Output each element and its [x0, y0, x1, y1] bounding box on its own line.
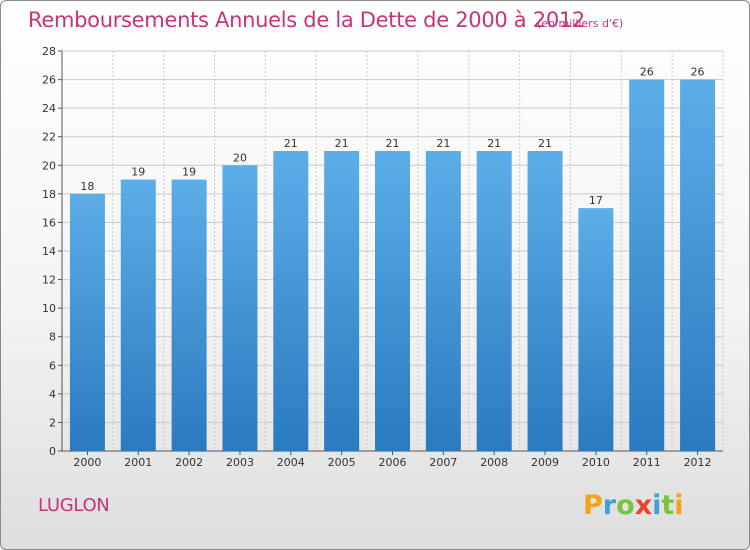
value-label: 19	[131, 166, 145, 179]
value-label: 26	[691, 66, 705, 79]
value-label: 21	[487, 137, 501, 150]
y-tick-label: 26	[42, 74, 56, 87]
y-tick-label: 8	[49, 331, 56, 344]
labels: 0246810121416182022242628182000192001192…	[42, 45, 712, 469]
y-tick-label: 14	[42, 245, 56, 258]
x-tick-label: 2007	[429, 456, 457, 469]
y-tick-label: 12	[42, 274, 56, 287]
value-label: 26	[640, 66, 654, 79]
x-tick-label: 2000	[73, 456, 101, 469]
x-tick-label: 2006	[379, 456, 407, 469]
value-label: 21	[284, 137, 298, 150]
y-tick-label: 4	[49, 388, 56, 401]
logo-letter: P	[583, 490, 603, 521]
logo-letter: t	[661, 490, 675, 521]
value-label: 17	[589, 194, 603, 207]
y-tick-label: 16	[42, 216, 56, 229]
value-label: 21	[335, 137, 349, 150]
x-tick-label: 2003	[226, 456, 254, 469]
bar	[222, 165, 258, 452]
y-tick-label: 6	[49, 359, 56, 372]
chart-subtitle: (en milliers d'€)	[537, 17, 624, 30]
x-tick-label: 2001	[124, 456, 152, 469]
bar	[324, 151, 360, 451]
y-tick-label: 28	[42, 45, 56, 58]
logo-letter: x	[634, 490, 653, 521]
bar	[69, 193, 105, 451]
commune-name: LUGLON	[38, 495, 110, 516]
value-label: 20	[233, 151, 247, 164]
y-tick-label: 2	[49, 416, 56, 429]
x-tick-label: 2011	[633, 456, 661, 469]
bar	[273, 151, 309, 451]
bar	[425, 151, 461, 451]
bar	[680, 79, 716, 452]
x-tick-label: 2002	[175, 456, 203, 469]
bars	[69, 79, 716, 452]
proxiti-logo: Proxiti	[583, 490, 684, 521]
value-label: 19	[182, 166, 196, 179]
x-tick-label: 2004	[277, 456, 305, 469]
x-tick-label: 2010	[582, 456, 610, 469]
x-tick-label: 2012	[684, 456, 712, 469]
bar	[476, 151, 512, 451]
y-tick-label: 18	[42, 188, 56, 201]
logo-letter: r	[602, 490, 617, 521]
logo-letter: i	[652, 490, 662, 521]
x-tick-label: 2005	[328, 456, 356, 469]
bar	[527, 151, 563, 451]
chart-title: Remboursements Annuels de la Dette de 20…	[28, 8, 585, 32]
bar	[120, 179, 156, 452]
bar	[375, 151, 410, 451]
y-tick-label: 10	[42, 302, 56, 315]
logo-letter: o	[616, 490, 635, 521]
bar	[171, 179, 207, 452]
y-tick-label: 0	[49, 445, 56, 458]
x-tick-label: 2009	[531, 456, 559, 469]
logo-letter: i	[674, 490, 684, 521]
y-tick-label: 22	[42, 131, 56, 144]
bar	[578, 208, 614, 451]
value-label: 21	[436, 137, 450, 150]
y-tick-label: 24	[42, 102, 56, 115]
value-label: 18	[80, 180, 94, 193]
value-label: 21	[538, 137, 552, 150]
y-tick-label: 20	[42, 159, 56, 172]
bar	[629, 79, 665, 452]
value-label: 21	[386, 137, 400, 150]
x-tick-label: 2008	[480, 456, 508, 469]
